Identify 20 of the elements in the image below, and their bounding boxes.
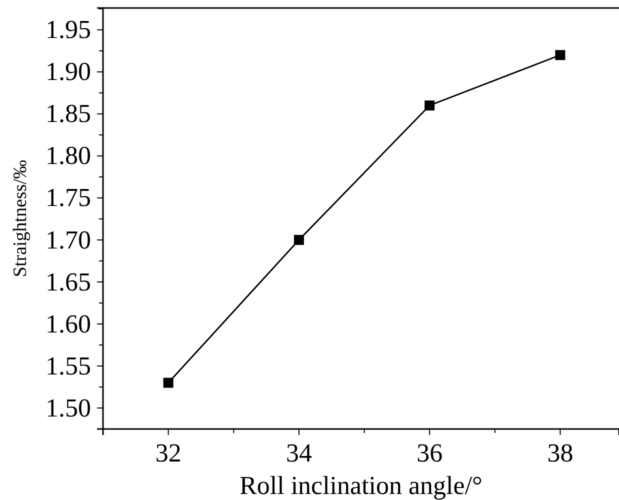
y-tick-label: 1.65: [46, 267, 91, 296]
y-tick-label: 1.75: [46, 183, 91, 212]
y-tick-label: 1.80: [46, 141, 91, 170]
point: [424, 100, 435, 110]
x-tick-label: 38: [547, 438, 574, 468]
x-tick-label: 36: [416, 438, 443, 468]
y-tick-label: 1.95: [46, 15, 91, 44]
y-tick-label: 1.90: [46, 57, 91, 86]
y-tick-label: 1.55: [46, 351, 91, 380]
y-axis-title: Straightness/‰: [10, 160, 31, 278]
x-tick-label: 32: [155, 438, 182, 468]
y-tick-label: 1.50: [46, 393, 91, 422]
point: [163, 378, 174, 388]
x-axis-title: Roll inclination angle/°: [240, 471, 482, 500]
point: [294, 234, 304, 245]
y-tick-label: 1.70: [46, 225, 91, 254]
y-tick-label: 1.60: [46, 309, 91, 338]
y-tick-label: 1.85: [46, 99, 91, 128]
x-tick-label: 34: [286, 438, 312, 468]
point: [555, 50, 566, 60]
